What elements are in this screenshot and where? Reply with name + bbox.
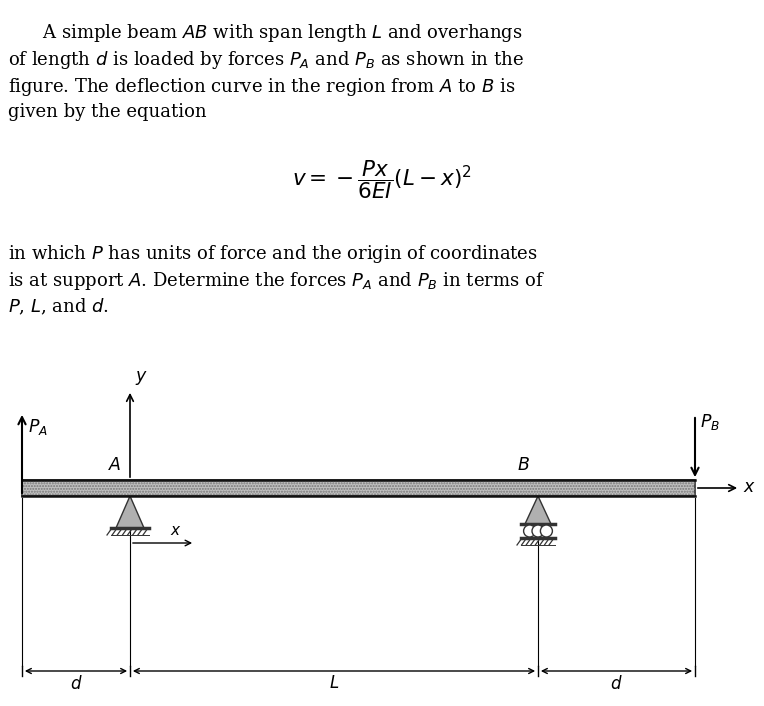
Text: given by the equation: given by the equation	[8, 103, 206, 121]
Bar	[22, 480, 695, 496]
Text: $y$: $y$	[135, 369, 148, 387]
Text: of length $\mathit{d}$ is loaded by forces $P_A$ and $P_B$ as shown in the: of length $\mathit{d}$ is loaded by forc…	[8, 49, 524, 71]
Text: $\mathit{P}$, $\mathit{L}$, and $\mathit{d}$.: $\mathit{P}$, $\mathit{L}$, and $\mathit…	[8, 297, 109, 317]
Text: in which $\mathit{P}$ has units of force and the origin of coordinates: in which $\mathit{P}$ has units of force…	[8, 243, 538, 265]
Polygon shape	[116, 496, 144, 528]
Text: figure. The deflection curve in the region from $\mathit{A}$ to $\mathit{B}$ is: figure. The deflection curve in the regi…	[8, 76, 515, 98]
Text: $x$: $x$	[743, 479, 756, 496]
Text: $A$: $A$	[108, 457, 122, 474]
Circle shape	[523, 525, 536, 537]
Bar	[22, 480, 695, 496]
Polygon shape	[525, 496, 551, 524]
Circle shape	[540, 525, 552, 537]
Text: $d$: $d$	[70, 675, 83, 693]
Text: $P_A$: $P_A$	[28, 417, 48, 437]
Text: $B$: $B$	[517, 457, 530, 474]
Text: $x$: $x$	[170, 524, 182, 538]
Text: $v = -\dfrac{Px}{6EI}(L - x)^2$: $v = -\dfrac{Px}{6EI}(L - x)^2$	[292, 158, 472, 201]
Text: A simple beam $\mathit{AB}$ with span length $\mathit{L}$ and overhangs: A simple beam $\mathit{AB}$ with span le…	[8, 22, 523, 44]
Text: is at support $\mathit{A}$. Determine the forces $P_A$ and $P_B$ in terms of: is at support $\mathit{A}$. Determine th…	[8, 270, 545, 292]
Circle shape	[532, 525, 544, 537]
Text: $L$: $L$	[329, 675, 339, 692]
Text: $P_B$: $P_B$	[700, 412, 720, 432]
Text: $d$: $d$	[610, 675, 623, 693]
